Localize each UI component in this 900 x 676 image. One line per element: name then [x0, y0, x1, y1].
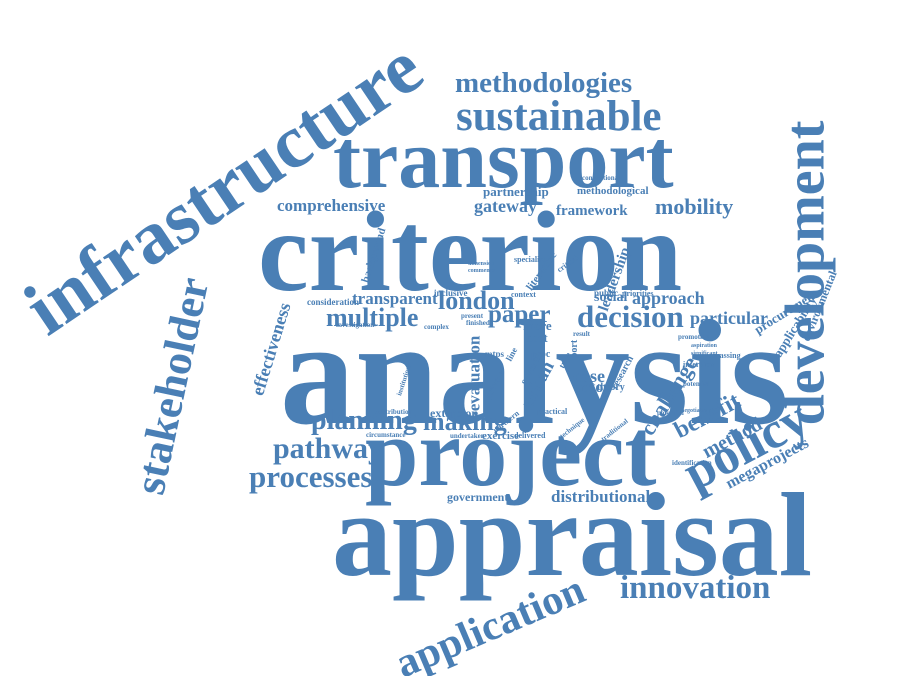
word-pathway: pathway	[273, 432, 384, 465]
word-methodologies: methodologies	[455, 67, 633, 99]
word-cost: cost	[526, 330, 548, 345]
word-project: project	[365, 399, 657, 506]
word-promoting: promoting	[678, 333, 710, 341]
word-dimension: dimension	[468, 261, 495, 267]
word-significant: significant	[691, 351, 718, 357]
word-context: context	[511, 290, 536, 299]
word-finished: finished	[466, 319, 490, 327]
word-potential: potential	[683, 380, 710, 388]
word-social: social	[594, 290, 628, 305]
word-planning: planning	[311, 405, 417, 436]
word-comprehensive: comprehensive	[277, 196, 386, 215]
word-identification: identification	[672, 459, 712, 467]
word-amassing: amassing	[709, 351, 741, 360]
word-stakeholder: stakeholder	[124, 273, 219, 499]
word-specialist: specialist	[514, 255, 546, 264]
word-powerful: powerful	[657, 409, 684, 417]
word-gateway: gateway	[474, 196, 537, 216]
word-particular: particular	[690, 308, 768, 328]
word-framework: framework	[556, 203, 628, 219]
word-multiple: multiple	[326, 303, 419, 332]
word-commence: commence	[468, 268, 495, 274]
word-paper: paper	[488, 301, 551, 328]
word-circumstance: circumstance	[366, 431, 406, 439]
word-sustainable: sustainable	[456, 93, 662, 140]
word-approach: approach	[632, 288, 705, 308]
word-more: more	[523, 318, 552, 333]
word-aspiration: aspiration	[691, 343, 718, 349]
word-undertaken: undertaken	[450, 432, 485, 440]
word-consideration: consideration	[307, 297, 360, 307]
word-extension: extension	[430, 406, 478, 420]
word-conventional: conventional	[582, 174, 621, 182]
word-appraisal: appraisal	[332, 468, 813, 601]
word-transparent: transparent	[352, 289, 438, 308]
word-negotiation: negotiation	[681, 408, 710, 414]
word-processes: processes	[249, 459, 373, 494]
word-present: present	[461, 312, 484, 320]
word-result: result	[573, 330, 590, 338]
word-mobility: mobility	[655, 194, 734, 219]
word-partnership: partnership	[483, 184, 549, 199]
word-innovation: innovation	[620, 570, 771, 606]
word-practical: practical	[537, 407, 568, 416]
word-decision: decision	[577, 299, 684, 334]
word-making: making	[423, 407, 507, 436]
word-delivered: delivered	[514, 431, 546, 440]
word-priorities: priorities	[622, 289, 654, 298]
word-methodological: methodological	[577, 185, 649, 197]
word-government: government	[447, 490, 509, 504]
word-investigation: investigation	[336, 321, 375, 329]
word-exercise: exercise	[482, 430, 520, 442]
word-criterion: criterion	[258, 188, 683, 315]
word-analysis: analysis	[280, 290, 789, 456]
word-interview: interview	[683, 360, 715, 369]
word-actor: actor	[575, 379, 611, 396]
word-contribution: contribution	[375, 408, 413, 416]
word-mtps: mtps	[485, 349, 505, 359]
word-transport: transport	[333, 113, 674, 206]
word-complex: complex	[424, 323, 449, 331]
word-proc: proc	[531, 349, 551, 360]
word-evaluation: evaluation	[464, 335, 484, 412]
word-distributional: distributional	[551, 487, 651, 506]
word-inclusive: inclusive	[434, 288, 468, 298]
word-case: case	[573, 366, 605, 386]
word-london: london	[438, 286, 515, 315]
word-public: public	[594, 288, 619, 298]
word-theory: theory	[597, 382, 625, 393]
